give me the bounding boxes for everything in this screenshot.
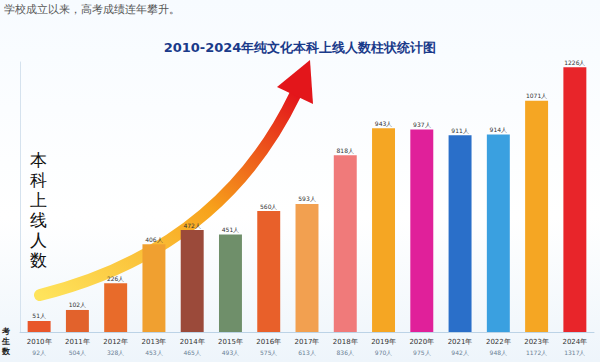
svg-text:2017年: 2017年	[295, 338, 320, 346]
svg-text:51人: 51人	[32, 312, 46, 319]
svg-text:数: 数	[1, 347, 11, 356]
svg-text:2011年: 2011年	[65, 338, 90, 346]
svg-text:上: 上	[30, 190, 47, 210]
svg-text:2022年: 2022年	[486, 338, 511, 346]
svg-text:2015年: 2015年	[218, 338, 243, 346]
svg-text:本: 本	[30, 150, 47, 170]
svg-text:2012年: 2012年	[103, 338, 128, 346]
svg-text:948人: 948人	[490, 349, 507, 356]
svg-text:406人: 406人	[145, 236, 162, 243]
svg-text:2023年: 2023年	[524, 338, 549, 346]
svg-text:1071人: 1071人	[526, 92, 547, 99]
svg-text:2019年: 2019年	[371, 338, 396, 346]
svg-text:人: 人	[30, 230, 47, 250]
svg-text:613人: 613人	[298, 349, 315, 356]
svg-text:2018年: 2018年	[333, 338, 358, 346]
svg-text:92人: 92人	[32, 349, 46, 356]
svg-text:914人: 914人	[490, 126, 507, 133]
svg-text:560人: 560人	[260, 203, 277, 210]
svg-text:2024年: 2024年	[562, 338, 587, 346]
svg-text:学校成立以来，高考成绩连年攀升。: 学校成立以来，高考成绩连年攀升。	[4, 3, 180, 16]
svg-text:1317人: 1317人	[564, 349, 585, 356]
svg-text:2014年: 2014年	[180, 338, 205, 346]
svg-text:472人: 472人	[183, 222, 200, 229]
svg-text:226人: 226人	[107, 275, 124, 282]
svg-text:328人: 328人	[107, 349, 124, 356]
svg-text:937人: 937人	[413, 121, 430, 128]
svg-text:1226人: 1226人	[564, 59, 585, 66]
svg-text:942人: 942人	[451, 349, 468, 356]
svg-text:线: 线	[30, 210, 47, 230]
svg-text:504人: 504人	[69, 349, 86, 356]
svg-text:575人: 575人	[260, 349, 277, 356]
svg-text:2020年: 2020年	[409, 338, 434, 346]
svg-text:2010-2024年纯文化本科上线人数柱状统计图: 2010-2024年纯文化本科上线人数柱状统计图	[164, 40, 437, 55]
svg-text:818人: 818人	[337, 147, 354, 154]
svg-text:102人: 102人	[69, 301, 86, 308]
svg-text:975人: 975人	[413, 349, 430, 356]
svg-text:465人: 465人	[183, 349, 200, 356]
svg-text:943人: 943人	[375, 120, 392, 127]
svg-text:2016年: 2016年	[256, 338, 281, 346]
svg-text:453人: 453人	[145, 349, 162, 356]
svg-text:数: 数	[30, 250, 47, 270]
svg-text:451人: 451人	[222, 226, 239, 233]
svg-text:考: 考	[1, 327, 10, 336]
svg-text:836人: 836人	[337, 349, 354, 356]
svg-text:970人: 970人	[375, 349, 392, 356]
svg-text:593人: 593人	[298, 195, 315, 202]
svg-text:科: 科	[30, 170, 47, 190]
svg-text:生: 生	[1, 337, 10, 346]
svg-text:911人: 911人	[451, 127, 468, 134]
svg-text:493人: 493人	[222, 349, 239, 356]
svg-text:1172人: 1172人	[526, 349, 547, 356]
svg-text:2010年: 2010年	[27, 338, 52, 346]
svg-text:2021年: 2021年	[448, 338, 473, 346]
svg-text:2013年: 2013年	[142, 338, 167, 346]
